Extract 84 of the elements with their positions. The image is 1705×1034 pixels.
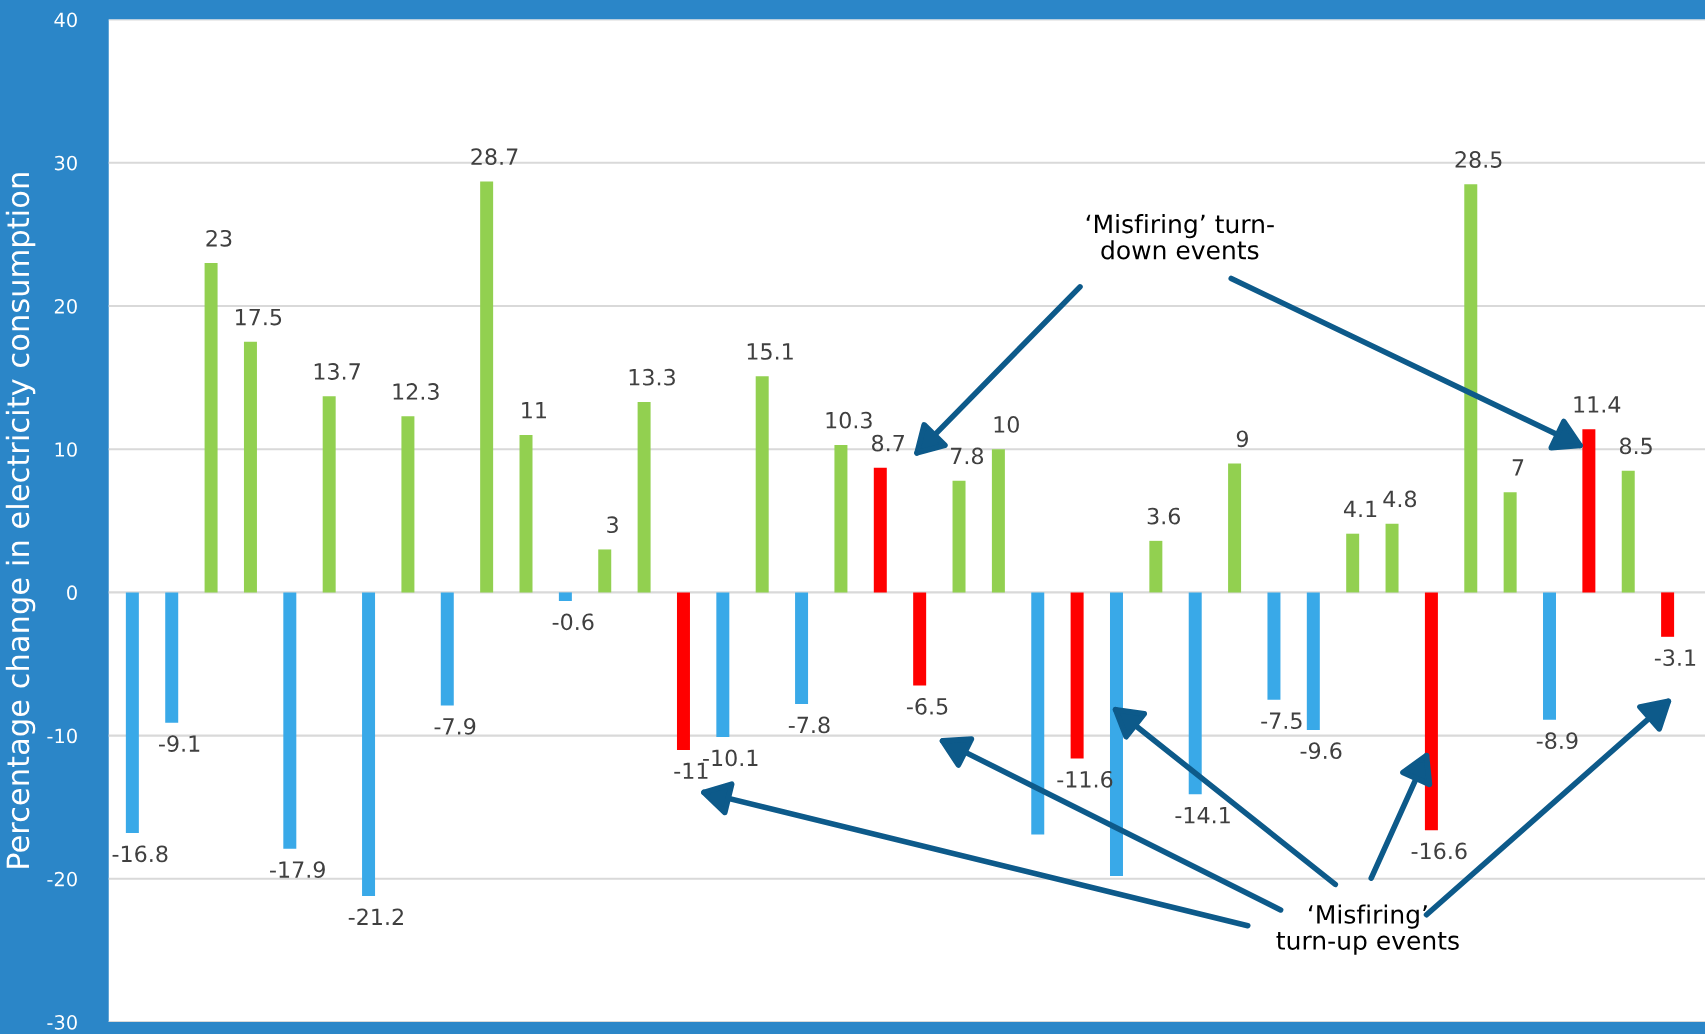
data-label: 28.7 — [471, 148, 518, 166]
data-label: 13.7 — [314, 363, 360, 380]
bar — [1306, 592, 1320, 730]
bar — [795, 592, 809, 705]
bar — [165, 592, 179, 723]
data-label: 13.3 — [629, 368, 675, 386]
data-label: 7 — [1512, 459, 1524, 476]
bar — [1228, 463, 1242, 593]
data-label: -14.1 — [1175, 807, 1230, 824]
data-label: -16.8 — [112, 845, 168, 863]
bar — [1503, 492, 1517, 593]
data-label: 3.6 — [1147, 507, 1180, 525]
bar — [637, 401, 651, 593]
bar — [913, 592, 927, 686]
data-label: -9.1 — [159, 735, 200, 752]
data-label: 17.5 — [236, 308, 282, 326]
bar — [1385, 523, 1399, 593]
bar — [1031, 592, 1045, 835]
y-tick-label: 0 — [67, 585, 77, 601]
bar — [834, 444, 848, 593]
bar — [716, 592, 730, 738]
y-tick-label: 10 — [55, 442, 77, 457]
bar — [873, 467, 887, 593]
data-label: -17.9 — [270, 861, 325, 878]
data-label: 8.5 — [1619, 437, 1652, 455]
bar — [558, 592, 572, 601]
data-label: 23 — [206, 229, 232, 247]
data-label: 9 — [1236, 430, 1248, 448]
bar — [991, 449, 1005, 593]
bar — [1346, 533, 1360, 593]
data-label: -16.6 — [1411, 842, 1467, 860]
bar — [1582, 429, 1596, 593]
bar — [125, 592, 139, 833]
data-label: -3.1 — [1654, 649, 1696, 667]
bar — [1188, 592, 1202, 795]
annotation: ‘Misfiring’ turn-up events — [1276, 904, 1459, 955]
y-axis-title: Percentage change in electricity consumption — [5, 173, 36, 868]
bar — [1543, 592, 1556, 720]
data-label: 11 — [522, 402, 546, 419]
bar — [1267, 592, 1281, 700]
bar — [519, 434, 533, 593]
data-label: 28.5 — [1455, 151, 1502, 168]
bar — [1621, 470, 1635, 593]
data-label: 7.8 — [951, 447, 984, 465]
bar — [676, 592, 690, 750]
bar — [1070, 592, 1084, 759]
data-label: 12.3 — [393, 383, 439, 400]
bar — [1661, 592, 1675, 637]
bar — [204, 263, 218, 593]
bar — [322, 396, 336, 593]
data-label: 4.8 — [1383, 490, 1417, 508]
data-label: 8.7 — [872, 434, 904, 452]
bar — [952, 480, 966, 593]
bar — [755, 376, 769, 593]
data-label: -21.2 — [348, 908, 403, 925]
bar — [362, 592, 376, 897]
bar — [480, 181, 494, 593]
bar — [440, 592, 454, 706]
y-tick-label: 40 — [54, 12, 77, 28]
annotation: ‘Misfiring’ turn- down events — [1086, 214, 1274, 260]
data-label: 3 — [607, 516, 618, 534]
y-tick-label: 30 — [54, 155, 77, 171]
data-label: -7.5 — [1261, 712, 1302, 730]
bar — [1464, 184, 1478, 593]
data-label: 4.1 — [1343, 500, 1377, 518]
data-label: -0.6 — [552, 613, 594, 631]
y-tick-label: -30 — [47, 1015, 77, 1030]
data-label: 10.3 — [826, 411, 872, 429]
bar — [401, 416, 415, 593]
y-tick-label: -10 — [47, 728, 77, 744]
data-label: 15.1 — [747, 343, 793, 360]
y-tick-label: -20 — [47, 871, 77, 887]
data-label: -7.8 — [788, 716, 830, 734]
bar — [1149, 540, 1163, 593]
bar — [283, 592, 297, 849]
bar — [243, 341, 257, 593]
data-label: -8.9 — [1536, 732, 1578, 750]
data-label: -6.5 — [906, 697, 948, 715]
bar — [598, 549, 612, 593]
data-label: -7.9 — [434, 717, 476, 735]
y-tick-label: 20 — [54, 298, 77, 314]
data-label: 10 — [994, 416, 1019, 433]
data-label: -9.6 — [1300, 742, 1342, 760]
data-label: 11.4 — [1574, 396, 1621, 413]
